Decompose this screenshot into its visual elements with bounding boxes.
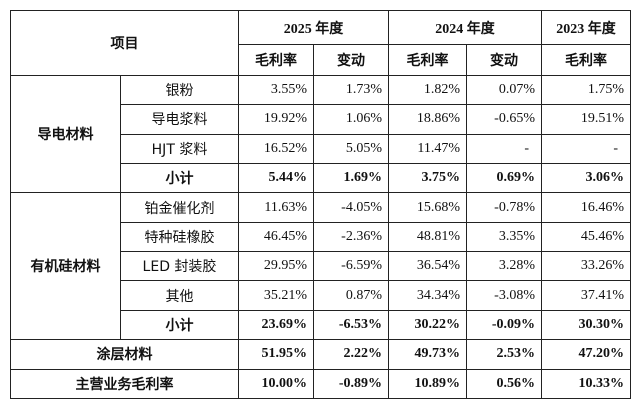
header-item: 项目 bbox=[10, 10, 239, 76]
cell-2023-margin: 33.26% bbox=[541, 251, 631, 282]
cell-2025-margin: 35.21% bbox=[238, 280, 314, 311]
cell-2023-margin: - bbox=[541, 133, 631, 164]
cell-2025-margin: 16.52% bbox=[238, 133, 314, 164]
coating-row: 涂层材料 51.95% 2.22% 49.73% 2.53% 47.20% bbox=[10, 339, 631, 370]
cell-2025-margin: 23.69% bbox=[238, 309, 314, 341]
cell-2024-change: 3.35% bbox=[466, 221, 542, 253]
cell-2024-change: -0.09% bbox=[466, 309, 542, 341]
cell-2024-margin: 1.82% bbox=[388, 74, 467, 106]
cell-2025-change: -4.05% bbox=[313, 192, 389, 223]
cell-2023-margin: 10.33% bbox=[541, 368, 631, 400]
cell-2025-margin: 46.45% bbox=[238, 221, 314, 253]
row-label: 银粉 bbox=[120, 74, 239, 106]
cell-2024-change: - bbox=[466, 133, 542, 164]
cell-2024-margin: 11.47% bbox=[388, 133, 467, 164]
cell-2023-margin: 19.51% bbox=[541, 104, 631, 135]
cell-2025-margin: 19.92% bbox=[238, 104, 314, 135]
table-row: 导电材料 银粉 3.55% 1.73% 1.82% 0.07% 1.75% bbox=[10, 74, 631, 194]
cell-2025-change: 0.87% bbox=[313, 280, 389, 311]
table-row: 导电浆料 19.92% 1.06% 18.86% -0.65% 19.51% bbox=[11, 104, 631, 135]
total-label: 主营业务毛利率 bbox=[10, 368, 239, 400]
table-row: 特种硅橡胶 46.45% -2.36% 48.81% 3.35% 45.46% bbox=[11, 221, 631, 253]
cell-2024-change: -3.08% bbox=[466, 280, 542, 311]
cell-2024-margin: 18.86% bbox=[388, 104, 467, 135]
header-2025-margin: 毛利率 bbox=[238, 44, 314, 76]
row-label: 导电浆料 bbox=[120, 104, 239, 135]
row-label: 铂金催化剂 bbox=[120, 192, 239, 223]
header-row-metrics: 毛利率 变动 毛利率 变动 毛利率 bbox=[11, 44, 631, 76]
cell-2025-margin: 51.95% bbox=[238, 339, 314, 370]
header-2024-margin: 毛利率 bbox=[388, 44, 467, 76]
cell-2024-change: 2.53% bbox=[466, 339, 542, 370]
cell-2024-margin: 34.34% bbox=[388, 280, 467, 311]
cell-2025-margin: 29.95% bbox=[238, 251, 314, 282]
cell-2025-change: 1.69% bbox=[313, 162, 389, 194]
cell-2025-change: -0.89% bbox=[313, 368, 389, 400]
total-row: 主营业务毛利率 10.00% -0.89% 10.89% 0.56% 10.33… bbox=[10, 368, 631, 400]
cell-2025-change: -6.59% bbox=[313, 251, 389, 282]
row-label: LED 封装胶 bbox=[120, 251, 239, 282]
row-label: 其他 bbox=[120, 280, 239, 311]
header-year-2025: 2025 年度 bbox=[238, 9, 389, 46]
cell-2023-margin: 1.75% bbox=[541, 74, 631, 106]
cell-2025-change: 2.22% bbox=[313, 339, 389, 370]
row-label: 特种硅橡胶 bbox=[120, 221, 239, 253]
header-year-2024: 2024 年度 bbox=[388, 9, 542, 46]
cell-2024-margin: 36.54% bbox=[388, 251, 467, 282]
group-label-silicone: 有机硅材料 bbox=[10, 192, 121, 341]
cell-2025-change: 5.05% bbox=[313, 133, 389, 164]
cell-2024-margin: 3.75% bbox=[388, 162, 467, 194]
subtotal-row: 小计 5.44% 1.69% 3.75% 0.69% 3.06% bbox=[11, 162, 631, 194]
row-label: HJT 浆料 bbox=[120, 133, 239, 164]
cell-2024-margin: 48.81% bbox=[388, 221, 467, 253]
table-row: 有机硅材料 铂金催化剂 11.63% -4.05% 15.68% -0.78% … bbox=[10, 192, 631, 341]
cell-2024-change: 3.28% bbox=[466, 251, 542, 282]
header-2023-margin: 毛利率 bbox=[541, 44, 631, 76]
cell-2023-margin: 16.46% bbox=[541, 192, 631, 223]
gross-margin-table: 项目 2025 年度 2024 年度 2023 年度 毛利率 变动 毛利率 变动… bbox=[10, 9, 631, 400]
cell-2025-margin: 3.55% bbox=[238, 74, 314, 106]
group-label-conductive: 导电材料 bbox=[10, 74, 121, 194]
header-2025-change: 变动 bbox=[313, 44, 389, 76]
cell-2024-change: -0.65% bbox=[466, 104, 542, 135]
cell-2023-margin: 37.41% bbox=[541, 280, 631, 311]
cell-2023-margin: 47.20% bbox=[541, 339, 631, 370]
header-2024-change: 变动 bbox=[466, 44, 542, 76]
cell-2025-margin: 10.00% bbox=[238, 368, 314, 400]
cell-2024-change: 0.56% bbox=[466, 368, 542, 400]
cell-2025-change: 1.73% bbox=[313, 74, 389, 106]
cell-2023-margin: 45.46% bbox=[541, 221, 631, 253]
cell-2025-margin: 11.63% bbox=[238, 192, 314, 223]
table-row: LED 封装胶 29.95% -6.59% 36.54% 3.28% 33.26… bbox=[11, 251, 631, 282]
subtotal-row: 小计 23.69% -6.53% 30.22% -0.09% 30.30% bbox=[11, 309, 631, 341]
cell-2024-margin: 15.68% bbox=[388, 192, 467, 223]
header-row-years: 项目 2025 年度 2024 年度 2023 年度 bbox=[10, 9, 631, 76]
subtotal-label: 小计 bbox=[120, 309, 239, 341]
header-year-2023: 2023 年度 bbox=[541, 9, 631, 46]
cell-2024-margin: 30.22% bbox=[388, 309, 467, 341]
cell-2023-margin: 30.30% bbox=[541, 309, 631, 341]
cell-2024-change: 0.07% bbox=[466, 74, 542, 106]
cell-2025-change: -6.53% bbox=[313, 309, 389, 341]
cell-2023-margin: 3.06% bbox=[541, 162, 631, 194]
cell-2024-change: -0.78% bbox=[466, 192, 542, 223]
table-row: HJT 浆料 16.52% 5.05% 11.47% - - bbox=[11, 133, 631, 164]
cell-2025-margin: 5.44% bbox=[238, 162, 314, 194]
cell-2025-change: 1.06% bbox=[313, 104, 389, 135]
cell-2024-change: 0.69% bbox=[466, 162, 542, 194]
cell-2024-margin: 10.89% bbox=[388, 368, 467, 400]
cell-2024-margin: 49.73% bbox=[388, 339, 467, 370]
subtotal-label: 小计 bbox=[120, 162, 239, 194]
cell-2025-change: -2.36% bbox=[313, 221, 389, 253]
coating-label: 涂层材料 bbox=[10, 339, 239, 370]
